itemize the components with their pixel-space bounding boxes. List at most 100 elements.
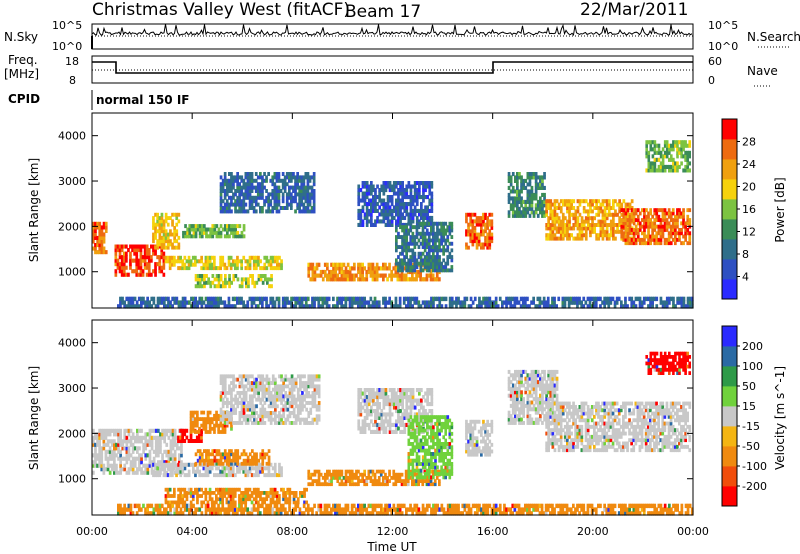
echo-cell [184, 224, 187, 229]
echo-cell [261, 185, 264, 190]
echo-cell [221, 185, 225, 190]
echo-cell [196, 420, 199, 425]
echo-cell [269, 178, 273, 183]
echo-cell [230, 407, 233, 412]
echo-cell [187, 491, 191, 495]
echo-cell [276, 397, 279, 402]
echo-cell [448, 225, 452, 230]
echo-cell [265, 411, 269, 415]
echo-cell [415, 265, 419, 269]
echo-cell [236, 189, 239, 193]
echo-cell [232, 452, 235, 457]
echo-cell [340, 273, 344, 278]
log-tick-bottom-right: 10^0 [708, 40, 738, 53]
echo-cell [234, 421, 237, 425]
echo-cell [147, 269, 151, 274]
echo-cell [198, 458, 202, 463]
echo-cell [206, 500, 210, 505]
echo-cell [626, 212, 630, 217]
echo-cell [234, 394, 237, 399]
echo-cell [215, 417, 218, 421]
echo-cell [208, 469, 212, 474]
echo-cell [676, 140, 679, 145]
echo-cell [242, 224, 246, 229]
echo-cell [246, 458, 250, 463]
echo-cell [242, 255, 246, 260]
echo-cell [223, 182, 227, 187]
echo-cell [336, 273, 340, 278]
echo-cell [158, 242, 162, 247]
echo-cell [117, 304, 120, 309]
echo-cell [226, 397, 229, 402]
echo-cell [248, 192, 252, 197]
echo-cell [399, 215, 402, 220]
echo-cell [359, 266, 362, 271]
echo-cell [388, 205, 392, 210]
echo-cell [591, 202, 594, 207]
echo-cell [432, 251, 435, 256]
echo-cell [399, 198, 402, 203]
echo-cell [259, 182, 262, 187]
echo-cell [647, 224, 650, 229]
echo-cell [622, 208, 626, 213]
echo-cell [228, 391, 231, 395]
echo-cell [490, 222, 494, 227]
echo-cell [198, 469, 201, 474]
echo-cell [516, 189, 519, 194]
echo-cell [669, 224, 673, 229]
echo-cell [206, 262, 210, 267]
echo-cell [215, 266, 218, 271]
echo-cell [663, 150, 667, 155]
echo-cell [271, 497, 275, 502]
echo-cell [227, 466, 231, 471]
echo-cell [299, 407, 302, 412]
echo-cell [638, 228, 642, 232]
echo-cell [371, 262, 375, 267]
echo-cell [207, 280, 210, 285]
echo-cell [120, 255, 124, 260]
echo-cell [225, 423, 229, 428]
echo-cell [144, 439, 148, 444]
echo-cell [309, 304, 312, 309]
echo-cell [684, 150, 687, 155]
echo-cell [423, 265, 427, 269]
echo-cell [409, 248, 413, 253]
echo-cell [471, 242, 475, 247]
echo-cell [357, 304, 360, 309]
echo-cell [431, 277, 435, 282]
echo-cell [139, 244, 143, 249]
echo-cell [367, 198, 371, 203]
echo-cell [152, 216, 155, 220]
echo-cell [518, 192, 521, 197]
echo-cell [278, 494, 281, 498]
echo-cell [164, 229, 168, 234]
echo-cell [120, 269, 124, 274]
echo-cell [559, 209, 563, 214]
colorbar-swatch [722, 179, 737, 200]
echo-cell [670, 164, 673, 169]
echo-cell [661, 154, 665, 159]
echo-cell [419, 273, 422, 278]
echo-cell [129, 244, 132, 249]
echo-cell [296, 414, 300, 419]
echo-cell [549, 199, 553, 204]
echo-cell [117, 470, 120, 475]
echo-cell [219, 202, 223, 207]
echo-cell [431, 273, 435, 278]
echo-cell [242, 384, 246, 389]
echo-cell [403, 191, 407, 196]
echo-cell [269, 401, 273, 405]
echo-cell [282, 377, 285, 382]
echo-cell [520, 210, 523, 215]
echo-cell [136, 428, 139, 433]
echo-cell [183, 473, 187, 478]
echo-cell [189, 491, 193, 495]
echo-cell [94, 463, 97, 468]
echo-cell [543, 192, 546, 197]
echo-cell [486, 232, 489, 237]
echo-cell [246, 455, 250, 460]
echo-cell [204, 296, 208, 302]
echo-cell [257, 458, 260, 463]
echo-cell [628, 224, 632, 229]
echo-cell [177, 304, 181, 309]
